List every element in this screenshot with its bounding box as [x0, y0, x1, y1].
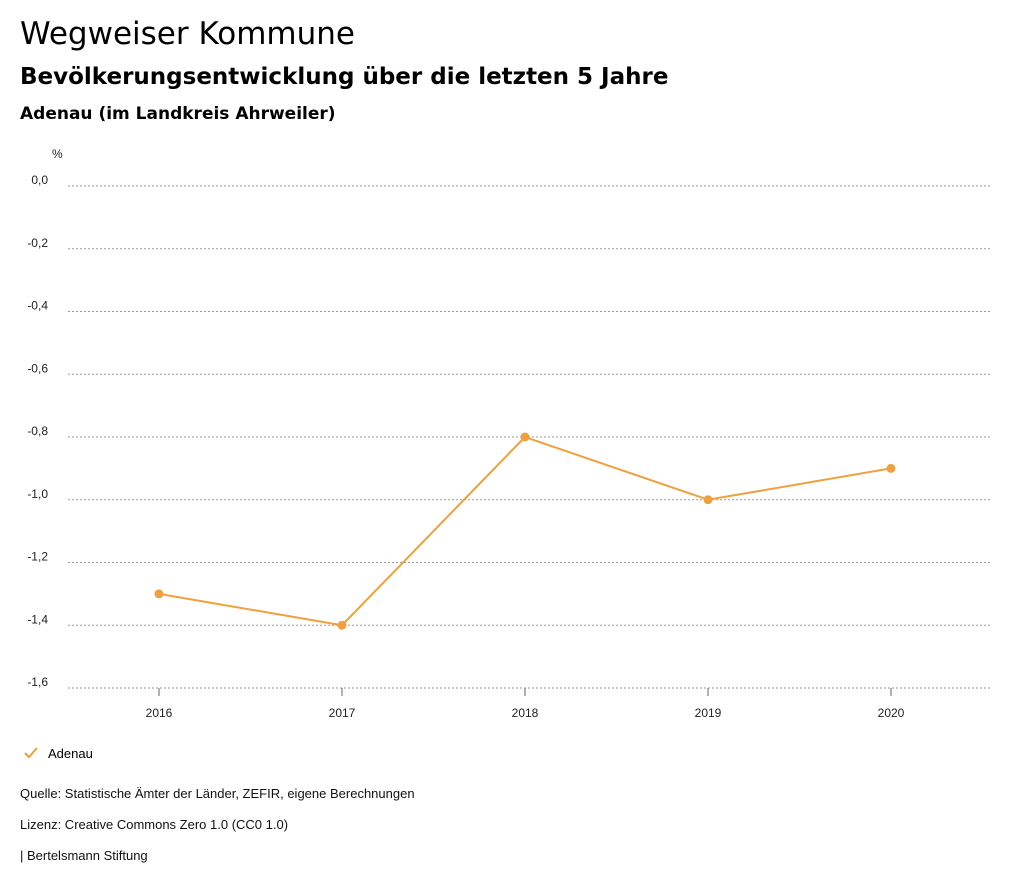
x-tick-label: 2019 [695, 706, 722, 720]
y-tick-label: -1,2 [27, 550, 48, 564]
data-point [337, 620, 347, 630]
x-tick-label: 2016 [146, 706, 173, 720]
x-tick-label: 2017 [329, 706, 356, 720]
y-tick-label: -1,6 [27, 675, 48, 689]
y-tick-label: -1,0 [27, 487, 48, 501]
data-point [520, 432, 530, 442]
line-chart: % 0,0 -0,2 -0,4 -0,6 -0,8 -1,0 -1,2 -1,4 -1,6 2016… [27, 147, 990, 720]
y-tick-label: -0,6 [27, 361, 48, 375]
y-tick-label: -0,2 [27, 236, 48, 250]
license-note: Lizenz: Creative Commons Zero 1.0 (CC0 1… [20, 817, 289, 832]
region-label: Adenau (im Landkreis Ahrweiler) [20, 104, 336, 124]
chart-subtitle: Bevölkerungsentwicklung über die letzten… [20, 64, 669, 90]
legend[interactable]: Adenau [22, 744, 93, 762]
y-tick-label: 0,0 [31, 173, 48, 187]
y-tick-label: -0,4 [27, 299, 48, 313]
x-tick-label: 2020 [878, 706, 905, 720]
data-point [886, 463, 896, 473]
data-point [703, 495, 713, 505]
data-point [154, 589, 164, 599]
source-note: Quelle: Statistische Ämter der Länder, Z… [20, 786, 415, 801]
y-axis-unit-label: % [52, 147, 63, 161]
publisher-note: | Bertelsmann Stiftung [20, 848, 148, 863]
y-tick-label: -0,8 [27, 424, 48, 438]
series-line [158, 435, 892, 627]
legend-label: Adenau [48, 745, 93, 761]
page-title: Wegweiser Kommune [20, 16, 355, 52]
x-tick-label: 2018 [512, 706, 539, 720]
check-icon [24, 747, 38, 759]
y-tick-label: -1,4 [27, 612, 48, 626]
